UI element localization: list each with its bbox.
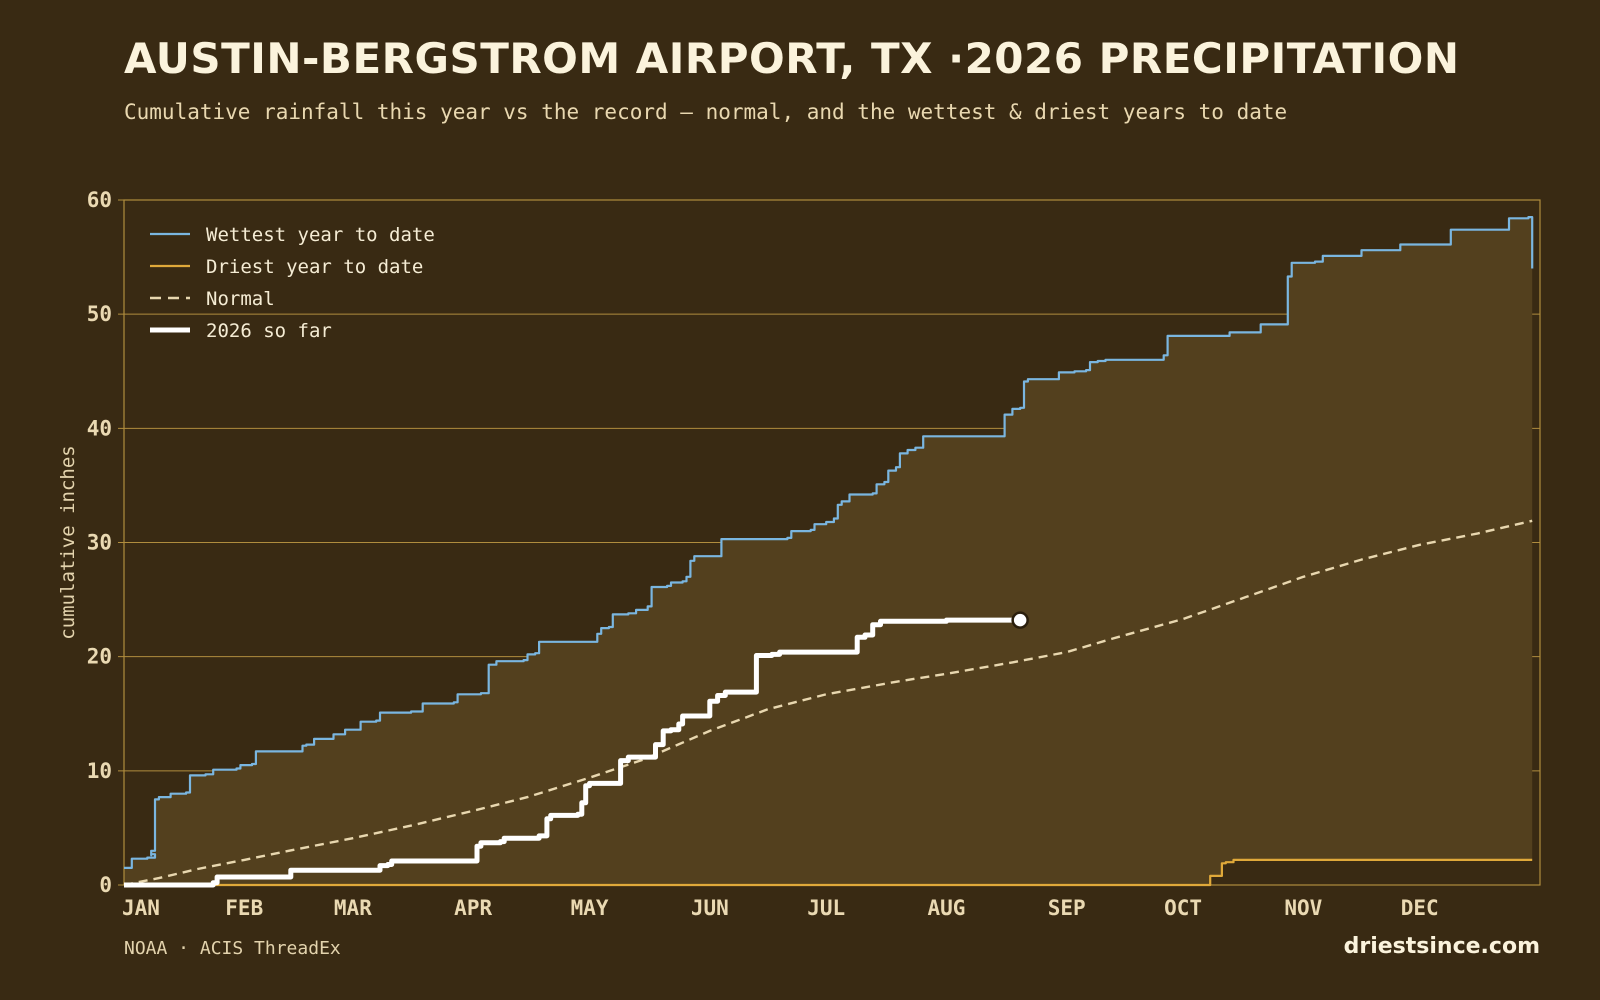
chart-title: AUSTIN-BERGSTROM AIRPORT, TX ·2026 PRECI… [124, 34, 1460, 83]
chart-subtitle: Cumulative rainfall this year vs the rec… [124, 100, 1288, 124]
y-tick-label-30: 30 [87, 531, 112, 555]
x-tick-label-sep: SEP [1048, 896, 1086, 920]
y-tick-label-20: 20 [87, 645, 112, 669]
series-line-current [124, 617, 1021, 888]
x-axis-ticks: JAN FEB MAR APR MAY JUN JUL AUG SEP OCT NOV DEC [122, 896, 1439, 920]
x-tick-label-nov: NOV [1284, 896, 1322, 920]
x-tick-label-oct: OCT [1164, 896, 1202, 920]
y-tick-label-50: 50 [87, 302, 112, 326]
y-tick-label-10: 10 [87, 759, 112, 783]
legend-label-driest: Driest year to date [206, 256, 423, 278]
y-axis-title: cumulative inches [57, 445, 79, 639]
x-tick-label-feb: FEB [225, 896, 263, 920]
x-tick-label-jan: JAN [122, 896, 160, 920]
series-lines [123, 216, 1534, 888]
series-line-driest [124, 858, 1533, 887]
legend-label-wettest: Wettest year to date [206, 224, 435, 246]
series-line-normal [123, 519, 1533, 887]
x-tick-label-may: MAY [571, 896, 609, 920]
y-axis-ticks: 0 10 20 30 40 50 60 [87, 188, 112, 897]
legend: Wettest year to date Driest year to date N… [150, 224, 435, 342]
legend-label-normal: Normal [206, 288, 275, 310]
x-tick-label-mar: MAR [334, 896, 372, 920]
brand-link[interactable]: driestsince.com [1343, 934, 1540, 959]
x-tick-label-apr: APR [454, 896, 492, 920]
legend-label-current: 2026 so far [206, 320, 332, 342]
x-tick-label-aug: AUG [927, 896, 965, 920]
y-tick-label-40: 40 [87, 416, 112, 440]
x-tick-label-jun: JUN [691, 896, 729, 920]
y-tick-label-0: 0 [99, 873, 112, 897]
x-tick-label-dec: DEC [1401, 896, 1439, 920]
series-end-marker-current [1011, 611, 1029, 629]
x-tick-label-jul: JUL [807, 896, 845, 920]
data-source: NOAA · ACIS ThreadEx [124, 938, 341, 959]
range-fill-area [124, 217, 1533, 886]
series-line-wettest [124, 216, 1534, 869]
y-tick-label-60: 60 [87, 188, 112, 212]
